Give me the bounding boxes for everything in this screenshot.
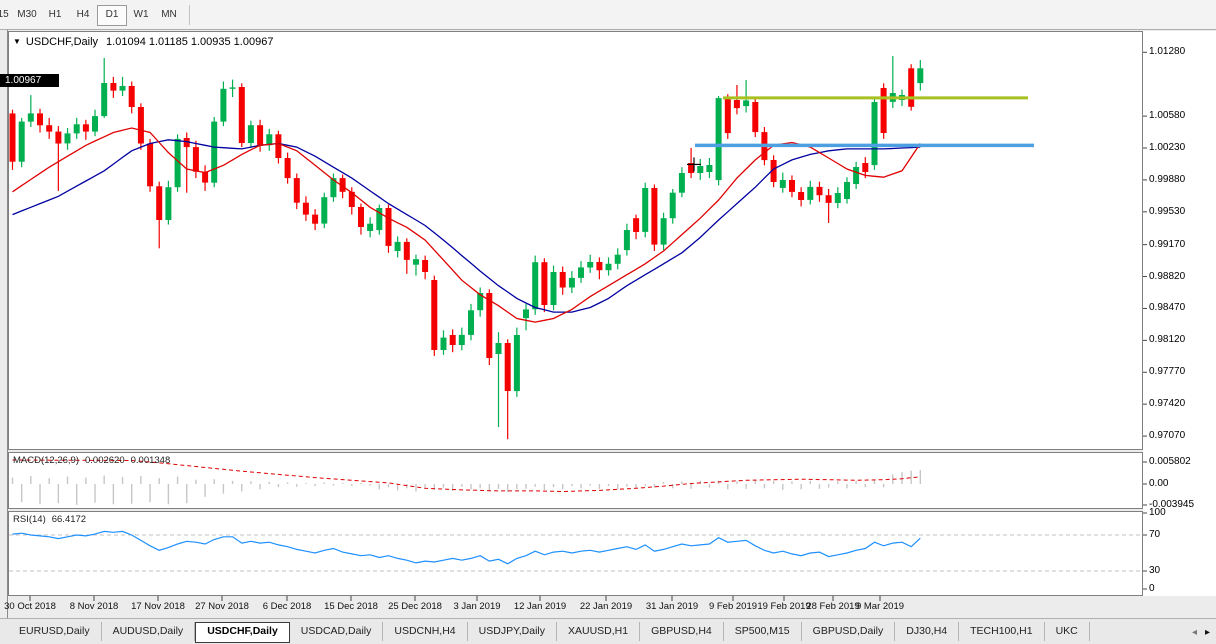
timeframe-button-w1[interactable]: W1 <box>133 9 149 20</box>
date-axis-label: 31 Jan 2019 <box>645 601 699 612</box>
date-axis-label: 8 Nov 2018 <box>69 601 119 612</box>
current-price-badge: 1.00967 <box>0 74 59 87</box>
date-axis-scale[interactable] <box>8 596 1143 618</box>
chart-tab-gbpusd-h4[interactable]: GBPUSD,H4 <box>640 622 724 641</box>
date-axis-label: 17 Nov 2018 <box>131 601 185 612</box>
chart-symbol-label: USDCHF,Daily <box>25 36 99 48</box>
price-axis-scale[interactable] <box>1143 31 1216 596</box>
chart-tab-ukc[interactable]: UKC <box>1045 622 1090 641</box>
chart-tab-xauusd-h1[interactable]: XAUUSD,H1 <box>557 622 641 641</box>
tab-scroll-left-icon[interactable]: ◂ <box>1191 627 1197 638</box>
price-axis-label: 1.01280 <box>1149 46 1186 57</box>
chart-menu-icon[interactable]: ▼ <box>13 37 21 46</box>
price-axis-label: 0.97420 <box>1149 398 1186 409</box>
chart-ohlc-values: 1.01094 1.01185 1.00935 1.00967 <box>106 36 274 48</box>
rsi-axis-label: 0 <box>1149 583 1155 594</box>
date-axis-label: 22 Jan 2019 <box>579 601 633 612</box>
price-axis-label: 1.00580 <box>1149 110 1186 121</box>
chart-tab-sp500-m15[interactable]: SP500,M15 <box>724 622 802 641</box>
date-axis-label: 6 Dec 2018 <box>262 601 312 612</box>
date-axis-label: 19 Feb 2019 <box>757 601 811 612</box>
price-chart-plot-area[interactable] <box>8 31 1143 450</box>
timeframe-toolbar: M15 M30 H1 H4 D1 W1 MN <box>0 0 1216 30</box>
price-axis-label: 1.00230 <box>1149 142 1186 153</box>
rsi-plot-area[interactable] <box>8 511 1143 596</box>
macd-axis-label: -0.003945 <box>1149 499 1195 510</box>
price-axis-column <box>1143 31 1216 596</box>
chart-tab-usdcad-daily[interactable]: USDCAD,Daily <box>290 622 384 641</box>
price-axis-label: 0.98120 <box>1149 334 1186 345</box>
chart-title: ▼ USDCHF,Daily 1.01094 1.01185 1.00935 1.0… <box>13 36 273 48</box>
chart-tab-audusd-daily[interactable]: AUDUSD,Daily <box>102 622 196 641</box>
date-axis-label: 30 Oct 2018 <box>4 601 56 612</box>
date-axis-label: 12 Jan 2019 <box>513 601 567 612</box>
date-axis-label: 9 Feb 2019 <box>708 601 758 612</box>
rsi-label: RSI(14) 66.4172 <box>13 514 92 525</box>
tab-scroll-arrows: ◂ ▸ <box>1188 622 1214 640</box>
chart-tab-gbpusd-daily[interactable]: GBPUSD,Daily <box>802 622 896 641</box>
macd-axis-label: 0.005802 <box>1149 456 1191 467</box>
chart-tab-tech100-h1[interactable]: TECH100,H1 <box>959 622 1045 641</box>
macd-axis-label: 0.00 <box>1149 478 1169 489</box>
rsi-value: 66.4172 <box>51 514 87 525</box>
rsi-name: RSI(14) <box>13 514 46 525</box>
date-axis-label: 15 Dec 2018 <box>324 601 378 612</box>
rsi-axis-label: 70 <box>1149 529 1161 540</box>
chart-tab-usdjpy-daily[interactable]: USDJPY,Daily <box>468 622 557 641</box>
timeframe-button-m15[interactable]: M15 <box>0 9 9 20</box>
timeframe-button-mn[interactable]: MN <box>161 9 177 20</box>
rsi-axis-label: 100 <box>1149 507 1166 518</box>
timeframe-button-m30[interactable]: M30 <box>17 9 37 20</box>
price-axis-label: 0.97070 <box>1149 430 1186 441</box>
date-axis-label: 9 Mar 2019 <box>855 601 905 612</box>
date-axis-label: 27 Nov 2018 <box>195 601 249 612</box>
chart-tab-eurusd-daily[interactable]: EURUSD,Daily <box>8 622 102 641</box>
date-axis-label: 28 Feb 2019 <box>806 601 860 612</box>
chart-tab-usdchf-daily[interactable]: USDCHF,Daily <box>195 622 290 643</box>
price-axis-label: 0.99880 <box>1149 174 1186 185</box>
price-axis-label: 0.97770 <box>1149 366 1186 377</box>
date-axis-label: 3 Jan 2019 <box>453 601 501 612</box>
chart-tab-dj30-h4[interactable]: DJ30,H4 <box>895 622 960 641</box>
window-left-frame <box>0 30 8 618</box>
toolbar-separator <box>189 5 190 25</box>
price-axis-label: 0.99170 <box>1149 239 1186 250</box>
rsi-axis-label: 30 <box>1149 565 1161 576</box>
price-axis-label: 0.98820 <box>1149 271 1186 282</box>
timeframe-button-h4[interactable]: H4 <box>76 9 90 20</box>
price-axis-label: 0.98470 <box>1149 302 1186 313</box>
timeframe-button-d1[interactable]: D1 <box>97 5 127 26</box>
date-axis-label: 25 Dec 2018 <box>388 601 442 612</box>
chart-tab-usdcnh-h4[interactable]: USDCNH,H4 <box>383 622 468 641</box>
chart-tab-bar: EURUSD,Daily AUDUSD,Daily USDCHF,Daily USDC… <box>0 618 1216 644</box>
tab-scroll-right-icon[interactable]: ▸ <box>1204 627 1210 638</box>
timeframe-button-h1[interactable]: H1 <box>48 9 62 20</box>
price-axis-label: 0.99530 <box>1149 206 1186 217</box>
macd-plot-area[interactable] <box>8 452 1143 509</box>
